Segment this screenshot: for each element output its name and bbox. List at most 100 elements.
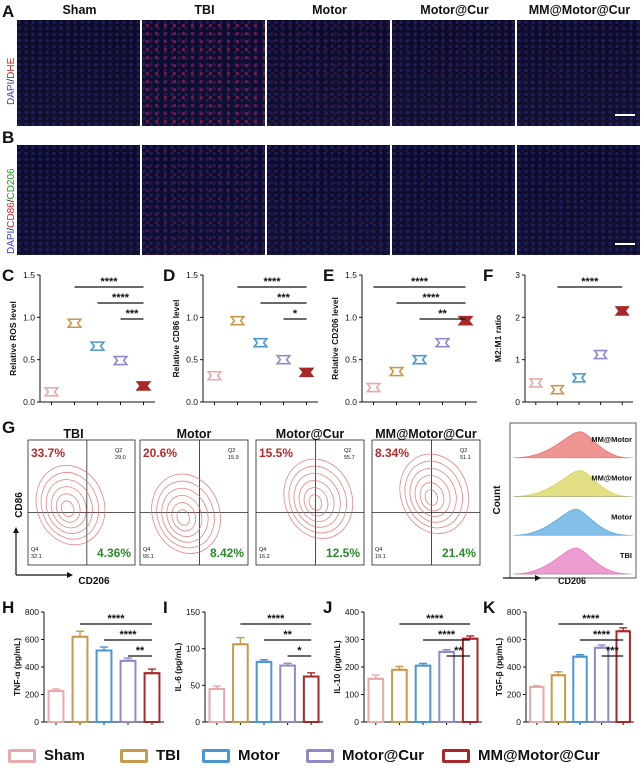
contour-ring [288, 465, 347, 534]
contour-ring [298, 480, 335, 522]
scale-bar [615, 114, 635, 116]
bar-top [281, 664, 294, 667]
y-tick-label: 0.0 [345, 397, 357, 407]
contour-ring [55, 493, 81, 523]
significance-label: *** [277, 292, 291, 304]
flow-title: MM@Motor@Cur [375, 427, 477, 441]
box-motor-cur [593, 349, 609, 360]
micrograph-a-mm-motor-cur [517, 20, 640, 126]
significance-label: **** [112, 292, 130, 304]
box-motor [571, 373, 587, 383]
micrograph-b-mm-motor-cur [517, 145, 640, 255]
flow-q4-label: Q4 [31, 547, 38, 553]
y-tick-label: 50 [191, 680, 201, 690]
y-tick-label: 1.5 [23, 270, 35, 280]
micrograph-a-motor [267, 20, 390, 126]
micrograph-b-motor-cur [392, 145, 515, 255]
bar-top [440, 650, 453, 653]
box-sham [43, 387, 60, 397]
significance-label: ** [454, 645, 463, 657]
y-tick-label: 1.5 [186, 270, 198, 280]
bar-top [73, 635, 87, 638]
contour-ring [308, 494, 323, 511]
flow-y-arrowhead [13, 527, 19, 533]
y-tick-label: 600 [25, 635, 39, 645]
contour-ring [40, 472, 100, 540]
box-mm-motor-cur [614, 306, 630, 316]
significance-label: ** [438, 308, 447, 320]
significance-label: * [297, 645, 302, 657]
panel-letter-j: J [323, 598, 333, 617]
panel-letter-b: B [2, 128, 15, 147]
y-tick-label: 0.5 [23, 355, 35, 365]
legend-swatch-motor [202, 748, 230, 763]
y-tick-label: 800 [25, 607, 39, 617]
significance-label: **** [581, 276, 599, 288]
legend-tbi: TBI [120, 747, 180, 764]
bar-top [145, 672, 159, 675]
legend-swatch-motor-cur [306, 748, 334, 763]
flow-q4-label: Q4 [259, 547, 266, 553]
column-header-tbi: TBI [194, 3, 215, 17]
y-tick-label: 400 [507, 662, 521, 672]
flow-q1-percent: 20.6% [143, 446, 177, 460]
y-tick-label: 0 [515, 397, 520, 407]
box-sham [206, 370, 223, 381]
micrograph-b-sham [17, 145, 140, 255]
flow-q2-label: Q2 [228, 448, 235, 454]
significance-label: **** [100, 276, 118, 288]
flow-q4-value: 55.1 [143, 554, 154, 560]
y-axis-label: Relative ROS level [8, 301, 18, 376]
significance-label: **** [426, 613, 444, 625]
legend-swatch-sham [8, 748, 36, 763]
bar-top [617, 630, 629, 633]
contour-ring [151, 473, 221, 554]
contour-ring [399, 453, 470, 534]
significance-label: **** [263, 276, 281, 288]
flow-q3-percent: 8.42% [210, 546, 244, 560]
y-tick-label: 0 [34, 717, 39, 727]
y-tick-label: 0 [195, 717, 200, 727]
y-axis-label: TNF-α (pg/mL) [12, 638, 22, 696]
chart-f: 0 1 2 3 M2:M1 ratio **** [493, 270, 633, 407]
y-tick-label: 0 [516, 717, 521, 727]
panel-letter-h: H [2, 598, 15, 617]
y-tick-label: 0.5 [345, 355, 357, 365]
y-tick-label: 100 [345, 690, 359, 700]
micrograph-a-tbi [142, 20, 265, 126]
contour-ring [161, 487, 209, 543]
significance-label: ** [283, 629, 292, 641]
contour-ring [414, 475, 451, 517]
histogram-x-label: CD206 [558, 576, 586, 586]
flow-q2-value: 15.9 [228, 455, 239, 461]
bar-top [393, 668, 406, 671]
histogram-y-label: Count [492, 485, 503, 515]
scale-bar [615, 243, 635, 245]
panel-letter-d: D [163, 266, 176, 285]
flow-q4-value: 19.1 [375, 554, 386, 560]
contour-ring [293, 472, 341, 528]
contour-ring [404, 460, 463, 529]
histogram-peak [514, 508, 629, 536]
box-motor [89, 341, 106, 351]
histogram-peak [514, 547, 629, 575]
y-axis-label: Relative CD86 level [171, 300, 181, 378]
box-tbi [549, 384, 565, 395]
box-sham [528, 378, 544, 388]
y-axis-label: Relative CD206 level [330, 297, 340, 380]
y-tick-label: 100 [186, 644, 200, 654]
contour-ring [303, 487, 329, 517]
y-tick-label: 800 [507, 607, 521, 617]
y-tick-label: 200 [507, 690, 521, 700]
bar-top [416, 664, 430, 667]
y-tick-label: 1.0 [23, 312, 35, 322]
flow-x-arrowhead [67, 572, 73, 578]
box-tbi [388, 366, 405, 377]
panel-letter-f: F [483, 266, 494, 285]
